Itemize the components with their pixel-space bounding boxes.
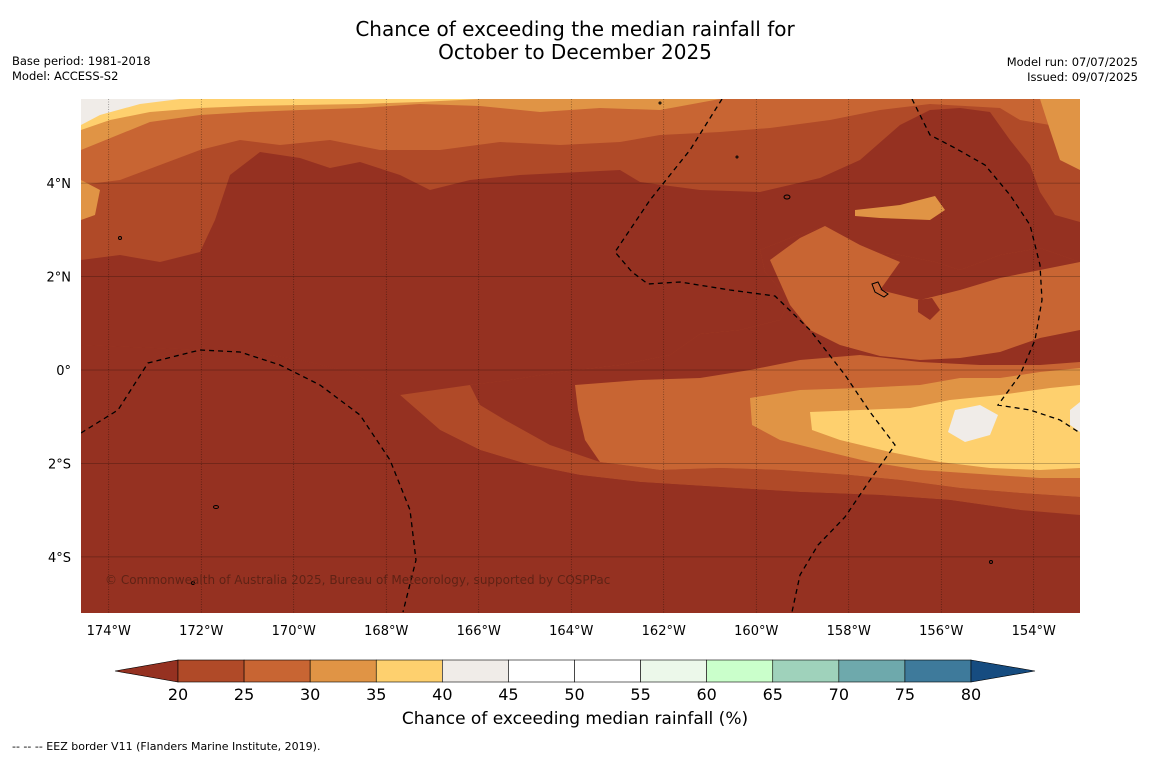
category-20-25-south [81,345,1080,613]
category-40-45-band [810,385,1080,470]
longitude-tick-label: 158°W [827,624,871,639]
colorbar-segment [772,659,840,683]
islands [118,101,993,585]
colorbar-tick-label: 65 [763,685,783,704]
island-outline [989,560,993,564]
latitude-tick-label: 0° [56,364,71,379]
colorbar-segment [706,659,774,683]
colorbar-segment [640,659,707,683]
longitude-tick-label: 168°W [364,624,408,639]
eez-border-east [911,99,1080,434]
colorbar-tick-label: 60 [696,685,716,704]
category-20-25-blob [918,298,940,320]
colorbar-segment [838,659,906,683]
longitude-tick-label: 166°W [457,624,501,639]
colorbar-tick-label: 80 [961,685,981,704]
latitude-tick-label: 2°S [48,457,71,472]
colorbar-segment [309,659,377,683]
model-text: Model: ACCESS-S2 [12,69,119,83]
colorbar-tick-label: 75 [895,685,915,704]
colorbar-tick-label: 70 [829,685,849,704]
map-title: Chance of exceeding the median rainfall … [0,18,1150,64]
latitude-tick-label: 4°N [47,177,72,192]
colorbar-segment [508,659,575,683]
colorbar-high-extension [970,659,1036,683]
island-outline [118,236,122,240]
colorbar-label: Chance of exceeding median rainfall (%) [401,709,749,729]
colorbar-segment [177,659,245,683]
longitude-tick-label: 156°W [919,624,963,639]
category-30-35-north [81,99,1080,185]
category-35-40-ne [1040,99,1080,170]
eez-borders [81,99,1080,613]
title-line-1: Chance of exceeding the median rainfall … [355,17,795,41]
island-outline [735,155,739,159]
category-30-35-central [770,226,1080,360]
longitude-tick-label: 172°W [179,624,223,639]
colorbar-segment [904,659,972,683]
meta-right: Model run: 07/07/2025 Issued: 09/07/2025 [1007,55,1138,85]
colorbar [114,659,1036,683]
category-45-50-east [1070,402,1080,432]
longitude-tick-label: 164°W [549,624,593,639]
latitude-tick-label: 2°N [47,271,72,286]
copyright-text: © Commonwealth of Australia 2025, Bureau… [105,573,610,587]
colorbar-tick-label: 25 [234,685,254,704]
longitude-tick-label: 162°W [642,624,686,639]
colorbar-low-extension [114,659,179,683]
colorbar-segment [375,659,443,683]
latitude-gridlines [81,182,1080,558]
colorbar-ticks: 20 25 30 35 40 45 50 55 60 65 70 75 80 [168,685,981,704]
colorbar-tick-label: 50 [564,685,584,704]
island-outline [871,281,889,298]
category-30-35-small [855,196,945,220]
longitude-labels: 174°W 172°W 170°W 168°W 166°W 164°W 162°W 160°W… [87,624,1056,639]
island-outline [213,505,219,509]
latitude-labels: 4°N 2°N 0° 2°S 4°S [47,177,72,566]
colorbar-tick-label: 20 [168,685,188,704]
eez-footnote: -- -- -- EEZ border V11 (Flanders Marine… [12,740,321,753]
title-line-2: October to December 2025 [438,40,712,64]
island-outline [658,101,662,105]
island-outline [191,581,195,585]
category-45-50-north [81,99,180,125]
longitude-tick-label: 170°W [272,624,316,639]
longitude-tick-label: 154°W [1012,624,1056,639]
longitude-tick-label: 174°W [87,624,131,639]
category-20-25-central [81,108,1080,395]
rainfall-contours [81,99,1080,613]
colorbar-tick-label: 30 [300,685,320,704]
meta-left: Base period: 1981-2018 Model: ACCESS-S2 [12,54,151,84]
colorbar-tick-label: 35 [366,685,386,704]
longitude-gridlines [108,99,1035,613]
colorbar-tick-label: 40 [432,685,452,704]
category-45-50-patch [948,405,998,442]
colorbar-segment [574,659,641,683]
eez-border-west [81,349,417,613]
colorbar-tick-label: 55 [630,685,650,704]
colorbar-tick-label: 45 [498,685,518,704]
longitude-tick-label: 160°W [734,624,778,639]
category-40-45-north [81,99,480,130]
issued-text: Issued: 09/07/2025 [1027,70,1138,84]
latitude-tick-label: 4°S [48,551,71,566]
base-period-text: Base period: 1981-2018 [12,54,151,68]
category-30-35-west [81,180,100,220]
colorbar-segment [442,659,509,683]
island-outline [783,194,791,200]
model-run-text: Model run: 07/07/2025 [1006,55,1138,69]
category-35-40-north [81,99,720,150]
colorbar-segment [243,659,311,683]
